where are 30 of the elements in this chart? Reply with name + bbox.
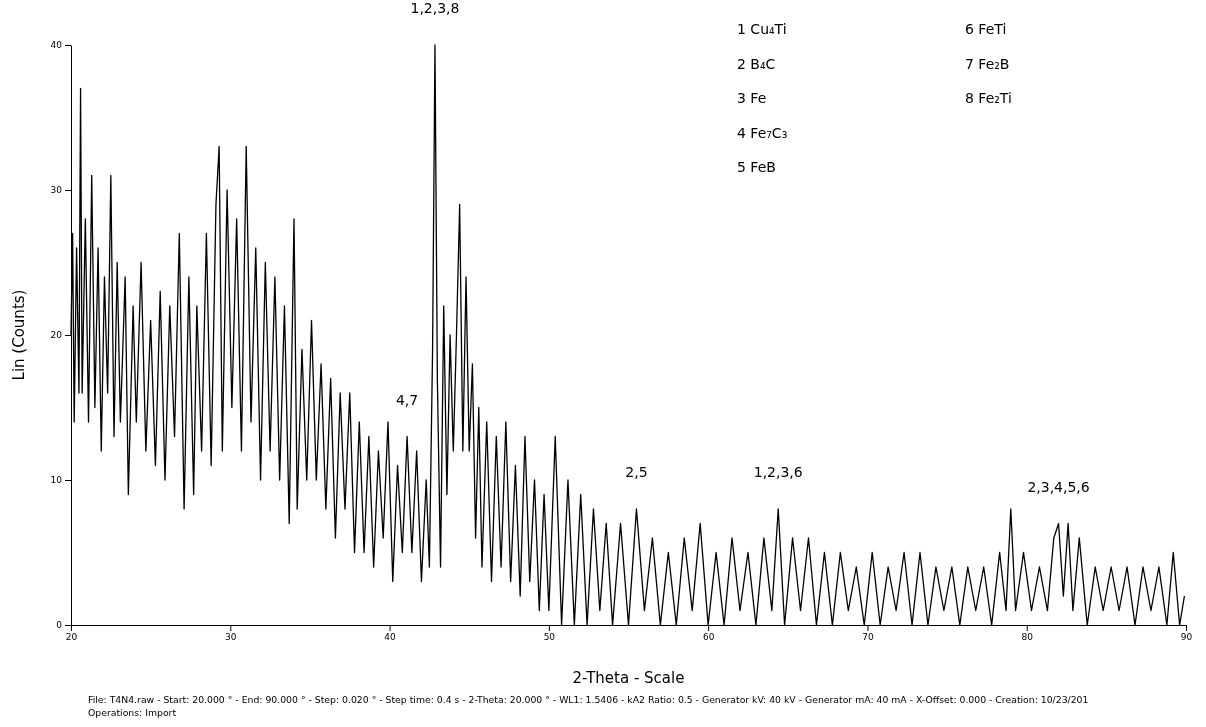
annotation: 1,2,3,6	[753, 464, 803, 480]
x-tick-label: 90	[1180, 632, 1193, 643]
y-tick-label: 0	[56, 620, 63, 631]
x-axis-title: 2-Theta - Scale	[572, 669, 685, 687]
x-tick-label: 50	[543, 632, 556, 643]
annotation: 8 Fe₂Ti	[965, 90, 1012, 106]
y-tick-label: 40	[50, 40, 63, 51]
annotation: 3 Fe	[737, 90, 767, 106]
annotation: 2,5	[625, 464, 648, 480]
annotation: 4,7	[395, 391, 419, 408]
text: Operations: Import	[88, 707, 177, 718]
text: 6 FeTi	[965, 21, 1007, 37]
x-tick-label: 30	[225, 632, 237, 643]
annotation: 5 FeB	[737, 159, 776, 175]
text: File: T4N4.raw - Start: 20.000 ° - End: 90.000 ° - Step: 0.020 ° - Step time: 0.4 s - 2-Theta: 20.000 ° - WL1: 1.5406 - kA2 Ratio: 0.5 - Generator kV: 40 kV - Generator mA: 40 mA - X-Offset: 0.000 - Creation: 10/23/201	[88, 694, 1089, 705]
annotation: 2 B₄C	[737, 55, 776, 72]
x-tick-label: 70	[862, 632, 874, 643]
x-tick-label: 20	[65, 632, 78, 643]
annotation: 7 Fe₂B	[965, 55, 1010, 72]
y-tick-label: 20	[50, 330, 63, 341]
annotation: 4 Fe₇C₃	[737, 124, 788, 141]
y-axis-title: Lin (Counts)	[10, 289, 28, 381]
x-tick-label: 80	[1021, 632, 1034, 643]
annotation: 2,3,4,5,6	[1027, 478, 1090, 495]
x-tick-label: 40	[384, 632, 397, 643]
y-tick-label: 30	[50, 185, 63, 196]
text: 1 Cu₄Ti	[737, 21, 787, 37]
x-tick-label: 60	[702, 632, 715, 643]
y-tick-label: 10	[50, 475, 63, 486]
annotation: 1,2,3,8	[410, 0, 460, 16]
